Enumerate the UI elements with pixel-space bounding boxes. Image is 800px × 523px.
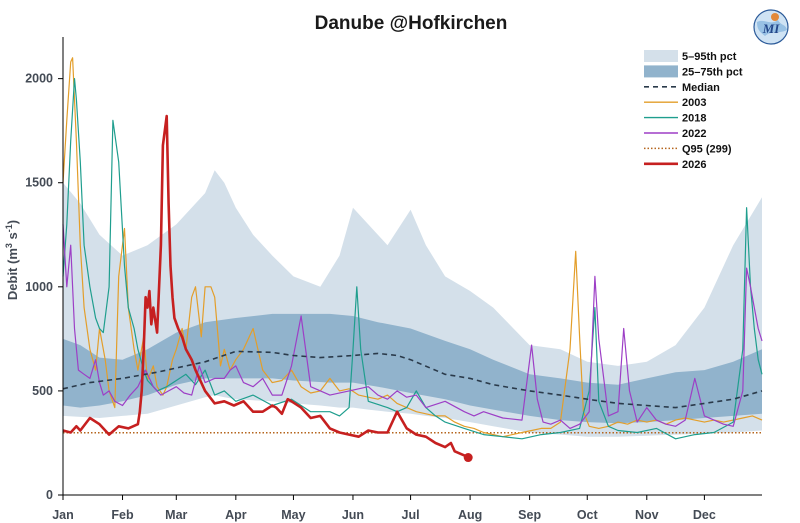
legend-label: 25–75th pct xyxy=(682,66,743,78)
x-tick-label: May xyxy=(281,508,305,522)
legend-label: 5–95th pct xyxy=(682,51,737,63)
series-2022-line xyxy=(62,224,763,429)
x-tick-label: Aug xyxy=(458,508,482,522)
series-2003-line xyxy=(62,57,763,438)
x-tick-label: Oct xyxy=(577,508,599,522)
y-tick-label: 500 xyxy=(32,384,53,398)
y-tick-label: 0 xyxy=(46,488,53,502)
series-2026-line xyxy=(62,114,469,459)
current-value-point xyxy=(463,453,473,463)
y-axis-label: Debit (m3 s-1) xyxy=(4,220,20,300)
chart-title: Danube @Hofkirchen xyxy=(315,13,508,34)
legend-swatch xyxy=(644,65,678,78)
x-tick-label: Dec xyxy=(693,508,716,522)
x-tick-label: Apr xyxy=(225,508,247,522)
series-2018-line xyxy=(62,78,763,440)
y-tick-label: 2000 xyxy=(25,72,53,86)
legend-box xyxy=(636,45,758,175)
x-tick-label: Jun xyxy=(342,508,364,522)
legend-label: Median xyxy=(682,82,720,94)
legend-label: 2026 xyxy=(682,159,706,171)
x-tick-label: Jul xyxy=(402,508,420,522)
legend-label: Q95 (299) xyxy=(682,143,732,155)
x-axis: Jan Feb Mar Apr May Jun Jul Aug Sep Oct Nov Dec xyxy=(52,494,762,522)
y-axis: 0 500 1000 1500 2000 xyxy=(25,37,64,502)
legend-label: 2018 xyxy=(682,113,706,125)
band-25-75 xyxy=(63,313,762,424)
y-tick-label: 1500 xyxy=(25,176,53,190)
logo-text: MI xyxy=(762,21,781,36)
legend-label: 2022 xyxy=(682,128,706,140)
legend-label: 2003 xyxy=(682,97,706,109)
x-tick-label: Sep xyxy=(518,508,541,522)
x-tick-label: Jan xyxy=(52,508,74,522)
x-tick-label: Feb xyxy=(111,508,134,522)
logo: MI xyxy=(753,9,789,45)
x-tick-label: Mar xyxy=(165,508,187,522)
x-tick-label: Nov xyxy=(635,508,659,522)
legend-swatch xyxy=(644,50,678,62)
legend: 5–95th pct 25–75th pct Median 2003 2018 2022 Q… xyxy=(636,45,758,175)
y-tick-label: 1000 xyxy=(25,280,53,294)
median-line xyxy=(62,350,763,409)
